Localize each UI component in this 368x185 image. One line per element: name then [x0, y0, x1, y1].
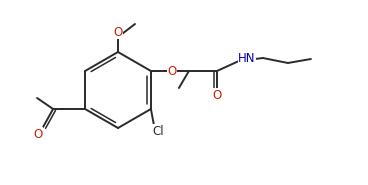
- Text: O: O: [33, 127, 43, 140]
- Text: Cl: Cl: [152, 125, 164, 137]
- Text: O: O: [167, 65, 177, 78]
- Text: O: O: [212, 88, 222, 102]
- Text: HN: HN: [238, 51, 256, 65]
- Text: O: O: [113, 26, 123, 38]
